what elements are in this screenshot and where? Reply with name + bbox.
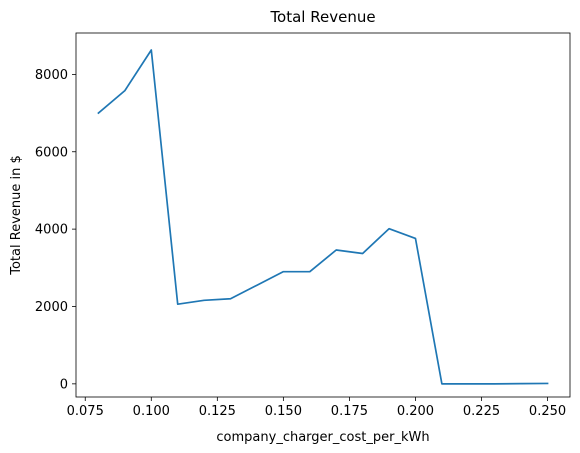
x-tick-label: 0.100 [133,404,170,419]
x-tick-label: 0.250 [529,404,566,419]
y-tick-label: 8000 [35,68,68,83]
series-line [97,49,549,385]
x-tick-label: 0.200 [397,404,434,419]
x-tick-label: 0.175 [331,404,368,419]
x-tick-label: 0.075 [67,404,104,419]
plot-area-background [76,33,570,397]
y-tick-label: 0 [60,377,68,392]
series-layer [97,49,549,385]
plot-frame [75,32,571,398]
chart-title: Total Revenue [269,8,375,26]
x-axis-ticks: 0.075 0.100 0.125 0.150 0.175 0.200 0.225 0.250 [67,397,566,419]
x-tick-label: 0.225 [463,404,500,419]
y-axis-ticks: 0 2000 4000 6000 8000 [35,68,76,392]
x-tick-label: 0.125 [199,404,236,419]
y-tick-label: 4000 [35,223,68,238]
y-axis-label: Total Revenue in $ [9,155,24,276]
x-tick-label: 0.150 [265,404,302,419]
y-tick-label: 6000 [35,145,68,160]
y-tick-label: 2000 [35,300,68,315]
x-axis-label: company_charger_cost_per_kWh [216,430,429,445]
